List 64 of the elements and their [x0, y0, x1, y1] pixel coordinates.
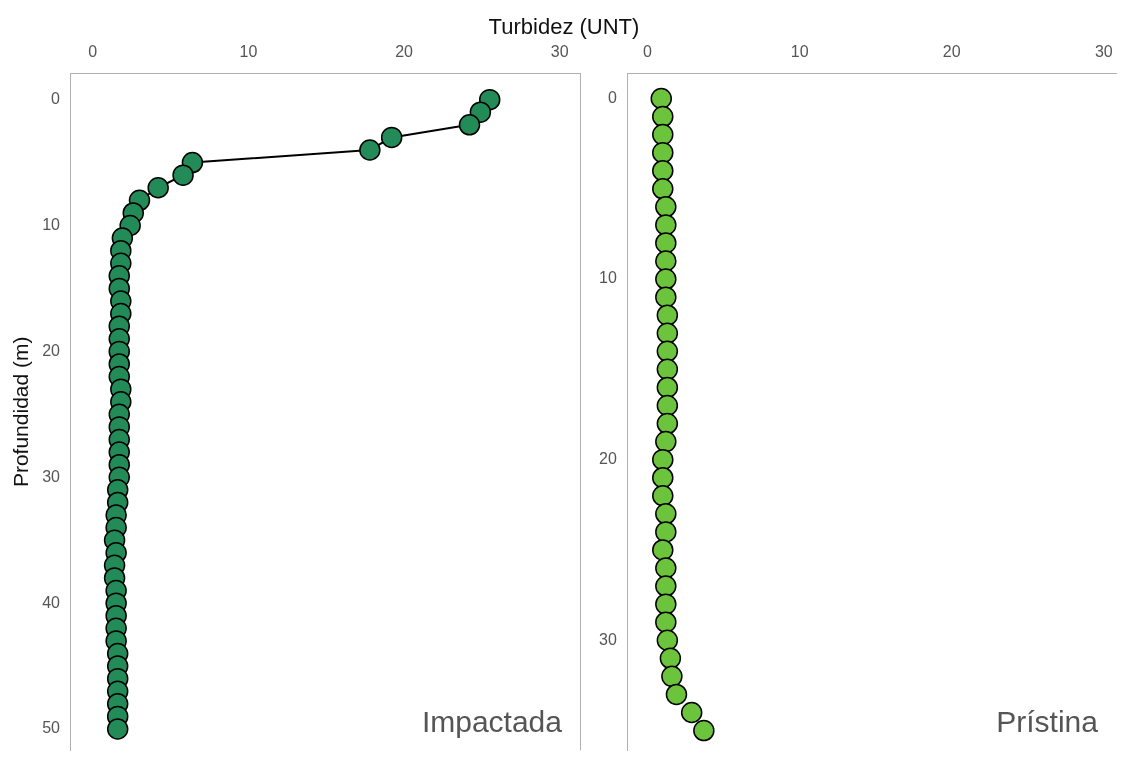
point: [655, 232, 677, 254]
y-tick-label: 0: [51, 90, 61, 108]
point: [656, 340, 679, 363]
point: [458, 114, 481, 136]
point: [652, 485, 674, 507]
y-tick-label: 10: [599, 269, 617, 287]
point: [652, 159, 674, 182]
y-tick-label: 10: [42, 215, 61, 233]
point: [655, 268, 677, 290]
point: [655, 593, 677, 615]
annotation: Impactada: [421, 704, 563, 738]
x-tick-label: 20: [942, 43, 961, 61]
x-tick-label: 10: [239, 43, 258, 61]
y-tick-label: 40: [42, 593, 61, 611]
point: [652, 141, 674, 164]
y-tick-label: 30: [599, 630, 617, 648]
point: [380, 126, 403, 149]
point: [656, 322, 679, 344]
point: [655, 214, 677, 236]
point: [655, 250, 677, 272]
point: [652, 178, 674, 200]
x-tick-label: 10: [790, 43, 809, 61]
point: [655, 286, 677, 308]
point: [359, 139, 381, 161]
x-tick-label: 20: [395, 43, 414, 61]
y-axis-title: Profundidad (m): [9, 336, 33, 488]
point: [655, 575, 677, 597]
x-tick-label: 30: [550, 43, 569, 61]
point: [655, 430, 677, 453]
point: [656, 394, 679, 417]
point: [652, 466, 674, 489]
x-tick-label: 0: [643, 43, 653, 61]
point: [656, 304, 679, 326]
point: [659, 647, 682, 670]
point: [652, 123, 674, 146]
point: [652, 539, 674, 561]
x-tick-label: 0: [88, 43, 98, 61]
point: [665, 683, 688, 706]
point: [655, 521, 677, 543]
point: [680, 701, 703, 724]
point: [106, 718, 129, 740]
point: [661, 665, 683, 688]
point: [172, 164, 194, 186]
point: [656, 376, 679, 399]
point: [656, 412, 679, 435]
point: [655, 196, 677, 218]
annotation: Prístina: [996, 704, 1099, 738]
y-tick-label: 20: [599, 450, 617, 468]
y-tick-label: 50: [42, 719, 61, 737]
point: [693, 719, 715, 742]
point: [147, 177, 169, 199]
point: [655, 557, 677, 579]
point: [652, 448, 674, 471]
x-axis-title: Turbidez (UNT): [487, 14, 641, 40]
y-tick-label: 0: [607, 88, 617, 106]
y-tick-label: 30: [42, 467, 61, 485]
point: [656, 629, 679, 651]
point: [652, 105, 674, 128]
point: [655, 503, 677, 525]
point: [656, 358, 679, 381]
point: [650, 87, 673, 110]
y-tick-label: 20: [42, 341, 61, 359]
point: [655, 611, 677, 633]
x-tick-label: 30: [1094, 43, 1113, 61]
